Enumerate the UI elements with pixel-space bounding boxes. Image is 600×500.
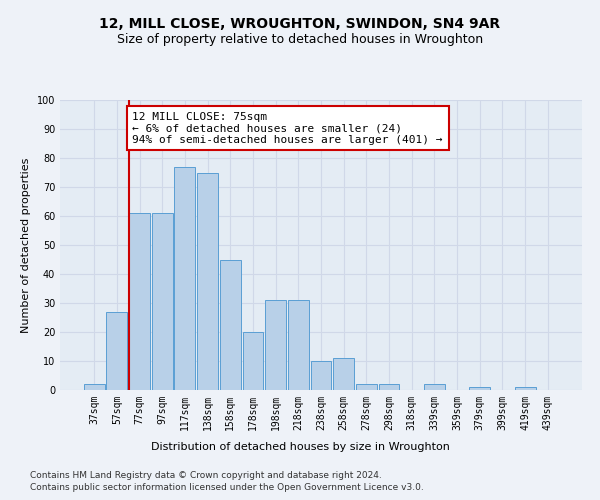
Text: Distribution of detached houses by size in Wroughton: Distribution of detached houses by size … bbox=[151, 442, 449, 452]
Text: 12 MILL CLOSE: 75sqm
← 6% of detached houses are smaller (24)
94% of semi-detach: 12 MILL CLOSE: 75sqm ← 6% of detached ho… bbox=[133, 112, 443, 145]
Bar bbox=[197, 172, 218, 390]
Bar bbox=[356, 384, 377, 390]
Bar bbox=[379, 384, 400, 390]
Bar bbox=[311, 361, 331, 390]
Text: 12, MILL CLOSE, WROUGHTON, SWINDON, SN4 9AR: 12, MILL CLOSE, WROUGHTON, SWINDON, SN4 … bbox=[100, 18, 500, 32]
Bar bbox=[220, 260, 241, 390]
Bar bbox=[515, 387, 536, 390]
Text: Contains HM Land Registry data © Crown copyright and database right 2024.: Contains HM Land Registry data © Crown c… bbox=[30, 471, 382, 480]
Bar bbox=[242, 332, 263, 390]
Text: Size of property relative to detached houses in Wroughton: Size of property relative to detached ho… bbox=[117, 32, 483, 46]
Y-axis label: Number of detached properties: Number of detached properties bbox=[21, 158, 31, 332]
Bar bbox=[265, 300, 286, 390]
Bar bbox=[152, 213, 173, 390]
Bar bbox=[288, 300, 309, 390]
Bar bbox=[84, 384, 104, 390]
Bar bbox=[333, 358, 354, 390]
Bar bbox=[175, 166, 196, 390]
Text: Contains public sector information licensed under the Open Government Licence v3: Contains public sector information licen… bbox=[30, 484, 424, 492]
Bar bbox=[469, 387, 490, 390]
Bar bbox=[106, 312, 127, 390]
Bar bbox=[129, 213, 150, 390]
Bar bbox=[424, 384, 445, 390]
